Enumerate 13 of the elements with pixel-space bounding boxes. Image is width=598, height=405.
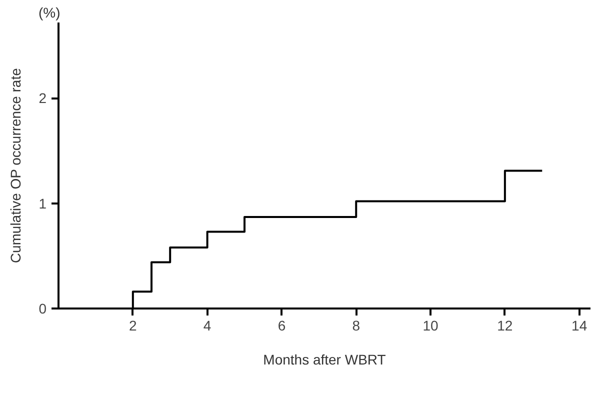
x-tick-label: 12 — [497, 318, 513, 334]
y-tick-label: 1 — [38, 195, 47, 212]
x-tick-label: 14 — [572, 318, 588, 334]
x-tick-label: 2 — [129, 318, 138, 334]
x-tick-label: 4 — [203, 318, 212, 334]
x-axis-title: Months after WBRT — [263, 352, 386, 368]
y-axis-title: Cumulative OP occurrence rate — [8, 68, 24, 264]
x-tick-label: 10 — [422, 318, 439, 334]
y-tick-label: 0 — [38, 300, 47, 316]
y-tick-label: 2 — [38, 90, 47, 106]
text: (%) — [38, 4, 60, 20]
x-tick-label: 6 — [278, 318, 286, 334]
x-tick-label: 8 — [352, 318, 360, 334]
